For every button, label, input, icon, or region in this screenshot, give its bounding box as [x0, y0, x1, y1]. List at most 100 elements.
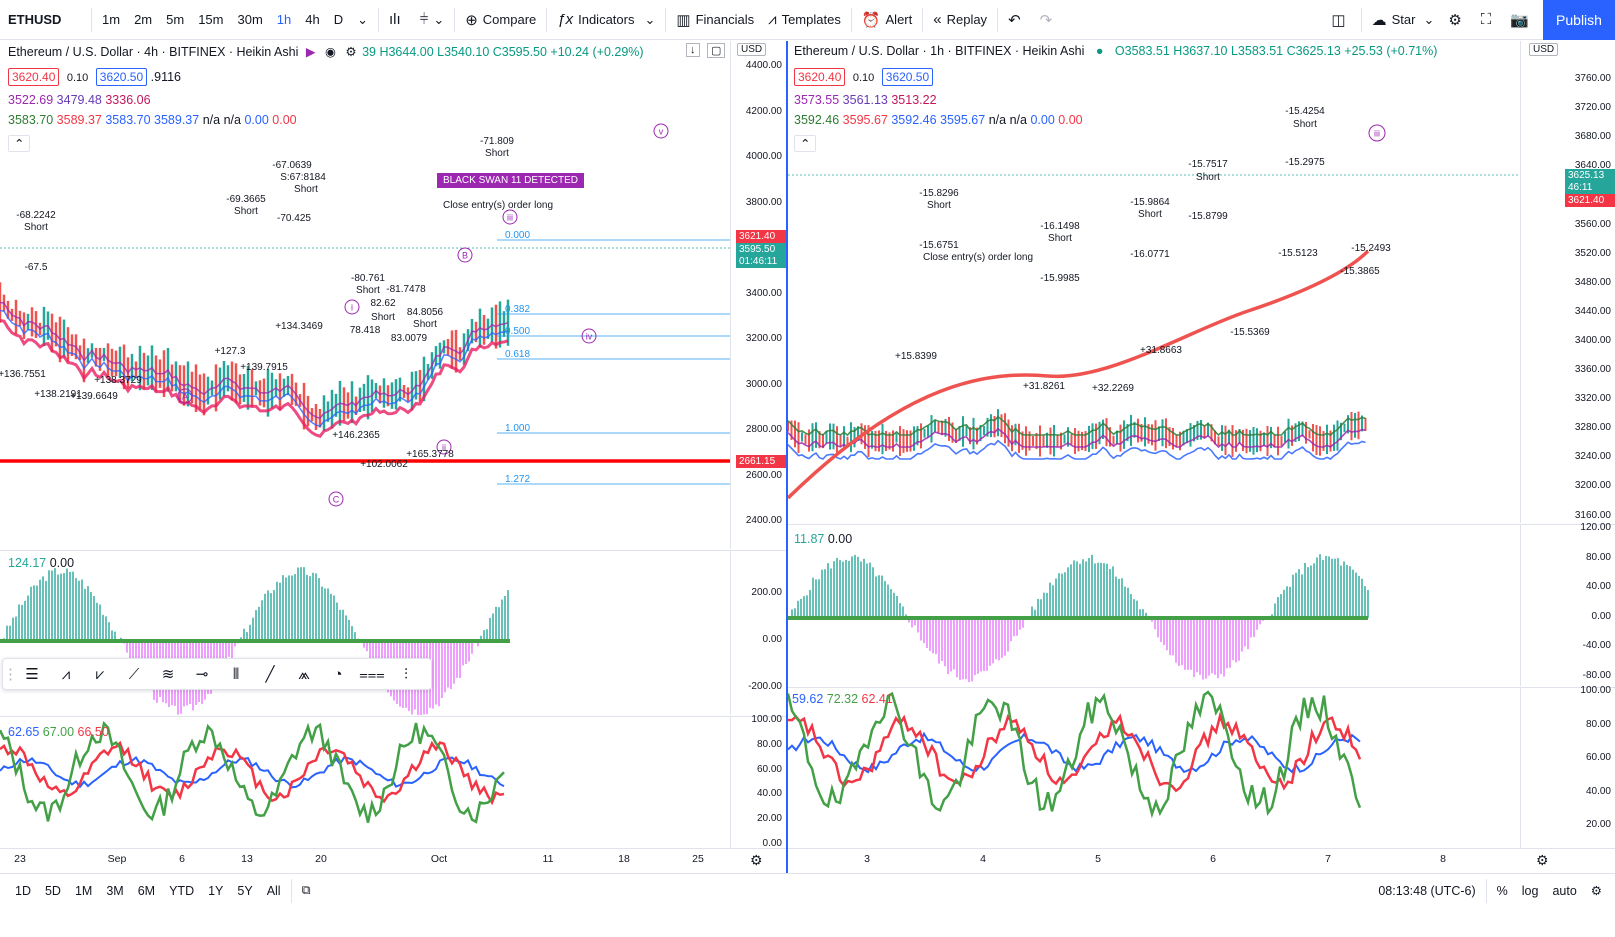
interval-1m[interactable]: 1m [102, 12, 121, 27]
left-price-pane[interactable]: 0.000 0.382 0.500 0.618 1.000 1.272 v iv i ii iii A… [0, 41, 730, 549]
snapshot-button[interactable]: 📷 [1503, 0, 1541, 40]
eye-icon[interactable]: ◉ [324, 45, 336, 59]
chart-divider[interactable] [786, 41, 788, 873]
alert-button[interactable]: ⏰ Alert [855, 0, 919, 40]
undo-button[interactable]: ↶ [1001, 0, 1033, 40]
price-tick: 80.00 [1585, 718, 1611, 730]
macd-bar [1055, 578, 1057, 618]
range-ytd[interactable]: YTD [169, 883, 195, 898]
price-badge: 01:46:11 [736, 255, 786, 268]
macd-bar [1202, 618, 1204, 680]
left-rsi-chart[interactable] [0, 717, 730, 848]
left-macd-axis[interactable]: 200.00 0.00 -200.00 [730, 550, 786, 715]
fullscreen-button[interactable]: ⛶ [1474, 0, 1504, 40]
buy-price-button[interactable]: 3620.50 [881, 68, 934, 86]
financials-button[interactable]: ▥ Financials [669, 0, 761, 40]
interval-2m[interactable]: 2m [134, 12, 153, 27]
replay-button[interactable]: « Replay [926, 0, 994, 40]
right-time-axis[interactable]: ⚙ 3 4 5 6 7 8 [788, 848, 1615, 872]
right-macd-chart[interactable] [788, 525, 1520, 686]
horizontal-ray-icon[interactable]: ⊸ [195, 666, 209, 683]
parallel-channel-icon[interactable]: ⩶ [359, 665, 385, 683]
right-rsi-axis[interactable]: 100.00 80.00 60.00 40.00 20.00 [1520, 685, 1615, 848]
symbol-search[interactable]: ETHUSD [8, 12, 62, 27]
percent-toggle[interactable]: % [1496, 883, 1508, 898]
left-price-axis[interactable]: USD 4400.004200.004000.003800.003600.003… [730, 41, 786, 549]
scroll-down-button[interactable]: ↓ [686, 43, 700, 57]
gann-icon[interactable]: ◔ [333, 665, 343, 683]
star-button[interactable]: ☁ Star ⌄ [1365, 0, 1442, 40]
collapse-legend-button[interactable]: ⌃ [794, 135, 817, 152]
right-price-chart[interactable]: iii-15.4254Short-15.2975-15.7517Short-15… [788, 41, 1520, 523]
clock[interactable]: 08:13:48 (UTC-6) [1378, 883, 1476, 898]
right-macd-pane[interactable]: 11.87 0.00 [788, 524, 1520, 686]
interval-1h[interactable]: 1h [276, 12, 292, 27]
left-macd-chart[interactable] [0, 551, 730, 715]
left-rsi-pane[interactable]: 62.65 67.00 66.50 [0, 716, 730, 848]
indicators-button[interactable]: ƒx Indicators ⌄ [550, 0, 662, 40]
chart-type-bars-button[interactable]: ⫩ ⌄ [413, 0, 452, 40]
range-1d[interactable]: 1D [15, 883, 31, 898]
range-1y[interactable]: 1Y [208, 883, 224, 898]
macd-bar [255, 610, 257, 641]
range-3m[interactable]: 3M [106, 883, 124, 898]
regression-icon[interactable]: ⫶ [404, 665, 408, 683]
range-5d[interactable]: 5D [44, 883, 61, 898]
scale-settings-button[interactable]: ⚙ [1584, 883, 1609, 898]
pattern-icon[interactable]: ⩕ [298, 665, 310, 683]
right-price-pane[interactable]: iii -15.4254 Short -15.2975 -15.7517 Short -15… [788, 41, 1520, 523]
drag-handle-icon[interactable]: ⋮ [3, 666, 18, 683]
elliott-wave-icon[interactable]: ⩘ [61, 665, 71, 683]
gear-icon[interactable]: ⚙ [750, 852, 763, 868]
right-rsi-pane[interactable]: 59.62 72.32 62.41 [788, 687, 1520, 848]
auto-toggle[interactable]: auto [1552, 883, 1577, 898]
line-icon[interactable]: ╱ [265, 666, 275, 683]
sell-price-button[interactable]: 3620.40 [794, 68, 846, 86]
macd-bar [450, 641, 452, 690]
left-strategy-row: 3583.70 3589.37 3583.70 3589.37 n/a n/a … [8, 113, 297, 127]
redo-button[interactable]: ↷ [1033, 0, 1065, 40]
horizontal-lines-icon[interactable]: ☰ [25, 666, 39, 683]
compare-button[interactable]: ⊕ Compare [458, 0, 543, 40]
log-toggle[interactable]: log [1521, 883, 1539, 898]
range-5y[interactable]: 5Y [237, 883, 253, 898]
settings-button[interactable]: ⚙ [1441, 0, 1473, 40]
interval-5m[interactable]: 5m [166, 12, 185, 27]
collapse-legend-button[interactable]: ⌃ [8, 135, 31, 152]
currency-selector[interactable]: USD [1529, 43, 1559, 56]
fib-retracement-icon[interactable]: ≋ [161, 666, 175, 683]
trend-line-icon[interactable]: ⟋ [128, 665, 140, 683]
left-macd-pane[interactable]: 124.17 0.00 [0, 550, 730, 715]
macd-bar [231, 641, 233, 658]
publish-button[interactable]: Publish [1543, 0, 1615, 40]
range-all[interactable]: All [266, 883, 281, 898]
range-6m[interactable]: 6M [137, 883, 156, 898]
interval-d[interactable]: D [333, 12, 344, 27]
currency-selector[interactable]: USD [737, 43, 767, 56]
right-macd-axis[interactable]: 120.00 80.00 40.00 0.00 -40.00 -80.00 [1520, 522, 1615, 686]
vertical-lines-icon[interactable]: ⦀ [232, 665, 240, 683]
go-to-date-button[interactable]: ⧉ [295, 883, 318, 898]
left-rsi-axis[interactable]: 100.00 80.00 60.00 40.00 20.00 0.00 [730, 714, 786, 849]
right-rsi-chart[interactable] [788, 688, 1520, 848]
abc-pattern-icon[interactable]: ⩗ [95, 665, 105, 683]
interval-dropdown[interactable]: ⌄ [350, 0, 375, 40]
maximize-pane-button[interactable]: ▢ [707, 43, 726, 58]
gear-icon[interactable]: ⚙ [1536, 852, 1549, 868]
settings-icon[interactable]: ⚙ [345, 45, 357, 59]
range-1m[interactable]: 1M [74, 883, 93, 898]
buy-price-button[interactable]: 3620.50 [95, 68, 148, 86]
price-tick: 100.00 [1580, 685, 1611, 696]
chart-type-candles-button[interactable]: ılı [382, 0, 413, 40]
interval-15m[interactable]: 15m [198, 12, 224, 27]
layout-button[interactable]: ◫ [1324, 0, 1357, 40]
templates-button[interactable]: ⩘ Templates [761, 0, 848, 40]
interval-30m[interactable]: 30m [237, 12, 263, 27]
right-price-axis[interactable]: USD 3760.003720.003680.003640.003600.003… [1520, 41, 1615, 523]
left-price-chart[interactable]: 0.0000.3820.5000.6181.0001.272viviiiiiiA… [0, 41, 730, 549]
macd-bar [833, 561, 835, 618]
sell-price-button[interactable]: 3620.40 [8, 68, 60, 86]
interval-4h[interactable]: 4h [305, 12, 320, 27]
left-time-axis[interactable]: ⚙ 23 Sep 6 13 20 Oct 11 18 25 [0, 848, 786, 872]
rsi-value: 59.62 [792, 692, 824, 706]
